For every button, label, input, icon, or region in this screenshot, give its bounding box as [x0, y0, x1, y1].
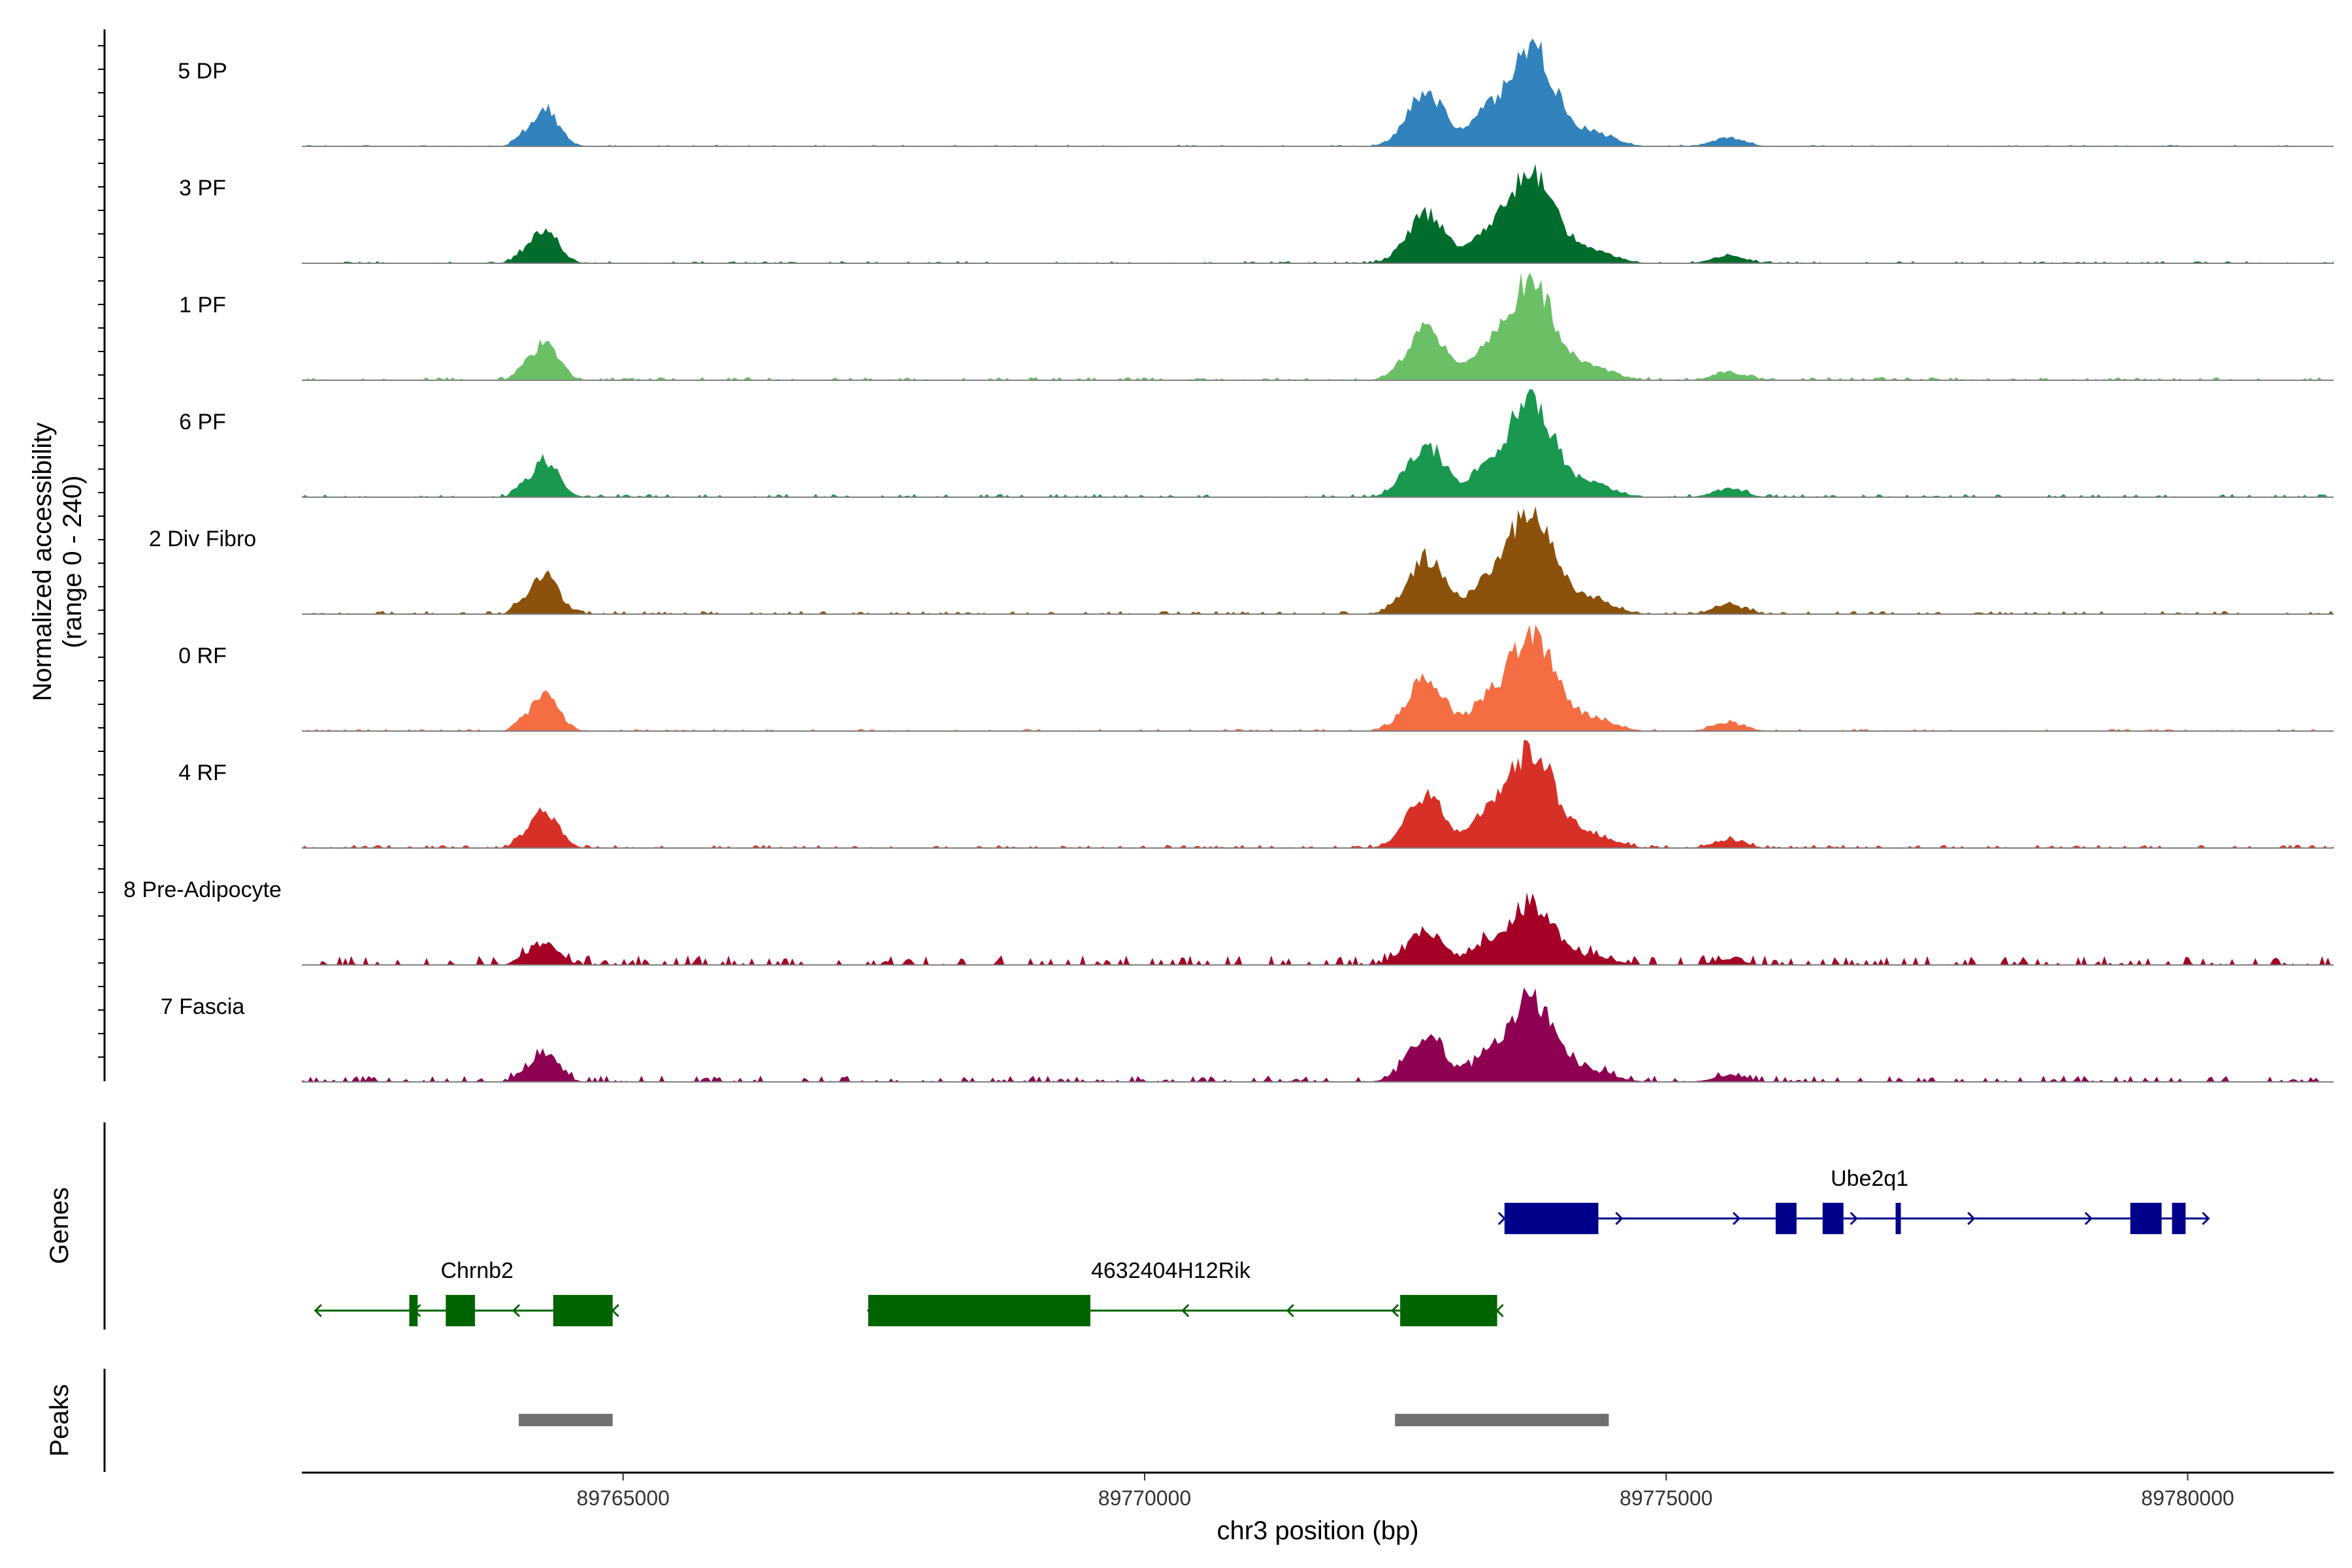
gene-exon	[868, 1295, 1090, 1326]
coverage-area	[302, 506, 2334, 614]
gene-4632404H12Rik: 4632404H12Rik	[866, 1258, 1504, 1326]
track-label: 2 Div Fibro	[149, 527, 256, 551]
gene-exon	[1775, 1203, 1797, 1234]
strand-arrow	[314, 1303, 322, 1318]
strand-arrow	[611, 1303, 619, 1318]
gene-exon	[2172, 1203, 2186, 1234]
gene-exon	[1400, 1295, 1497, 1326]
strand-arrow	[2202, 1211, 2210, 1226]
gene-exon	[1504, 1203, 1599, 1234]
gene-exon	[553, 1295, 613, 1326]
strand-arrow	[1497, 1211, 1506, 1226]
track-label: 3 PF	[179, 176, 226, 201]
x-axis-tick-label: 89770000	[1098, 1486, 1191, 1510]
track-label: 7 Fascia	[161, 994, 245, 1019]
gene-label: Chrnb2	[440, 1258, 514, 1283]
y-axis-left: Normalized accessibility (range 0 - 240)	[28, 29, 106, 1081]
genes-label: Genes	[45, 1187, 74, 1264]
coverage-area	[302, 625, 2334, 731]
strand-arrow	[1286, 1303, 1294, 1318]
track-label: 4 RF	[178, 760, 227, 785]
coverage-area	[302, 39, 2334, 146]
peak-bar	[519, 1414, 613, 1426]
gene-exon	[2130, 1203, 2162, 1234]
coverage-area	[302, 272, 2334, 380]
gene-exon	[1822, 1203, 1844, 1234]
track-9: 7 Fascia	[161, 987, 2334, 1083]
y-axis-label: Normalized accessibility	[28, 423, 57, 702]
strand-arrow	[1615, 1211, 1624, 1226]
x-axis: 89765000 89770000 89775000 89780000 chr3 po…	[302, 1471, 2334, 1545]
coverage-area	[302, 389, 2334, 497]
track-3: 1 PF	[179, 272, 2334, 381]
track-8: 8 Pre-Adipocyte	[123, 877, 2334, 966]
x-axis-ticks: 89765000 89770000 89775000 89780000	[577, 1473, 2234, 1510]
track-7: 4 RF	[178, 740, 2334, 849]
track-5: 2 Div Fibro	[149, 506, 2334, 615]
coverage-tracks: 5 DP 3 PF 1 PF 6 PF 2 Div Fibro 0 RF 4 RF 8 Pre…	[123, 39, 2334, 1083]
strand-arrow	[2084, 1211, 2093, 1226]
coverage-area	[302, 163, 2334, 263]
track-label: 0 RF	[178, 644, 227, 668]
strand-arrow	[1181, 1303, 1190, 1318]
track-1: 5 DP	[178, 39, 2334, 147]
x-axis-tick-label: 89775000	[1620, 1486, 1712, 1510]
gene-models: Ube2q1 Chrnb2 4632404H12Rik	[314, 1166, 2210, 1326]
peaks-panel: Peaks	[45, 1369, 1609, 1472]
strand-arrow	[1967, 1211, 1976, 1226]
coverage-area	[302, 892, 2334, 965]
strand-arrow	[1732, 1211, 1741, 1226]
track-2: 3 PF	[179, 163, 2334, 264]
track-label: 8 Pre-Adipocyte	[123, 877, 282, 902]
peaks-label: Peaks	[45, 1384, 74, 1456]
x-axis-label: chr3 position (bp)	[1217, 1516, 1418, 1545]
gene-exon	[1895, 1203, 1901, 1234]
track-label: 5 DP	[178, 59, 227, 84]
gene-label: 4632404H12Rik	[1091, 1258, 1251, 1283]
strand-arrow	[1850, 1211, 1858, 1226]
peak-bar	[1395, 1414, 1609, 1426]
track-label: 1 PF	[179, 293, 226, 318]
x-axis-tick-label: 89780000	[2141, 1486, 2234, 1510]
genes-panel: Genes Ube2q1 Chrnb2 4632404H12Rik	[45, 1122, 2210, 1330]
track-4: 6 PF	[179, 389, 2334, 498]
coverage-area	[302, 740, 2334, 848]
gene-label: Ube2q1	[1831, 1166, 1908, 1191]
gene-exon	[446, 1295, 476, 1326]
strand-arrow	[1495, 1303, 1504, 1318]
x-axis-tick-label: 89765000	[577, 1486, 670, 1510]
gene-Ube2q1: Ube2q1	[1497, 1166, 2210, 1234]
y-axis-sublabel: (range 0 - 240)	[58, 476, 87, 649]
gene-Chrnb2: Chrnb2	[314, 1258, 619, 1326]
coverage-area	[302, 987, 2334, 1082]
track-label: 6 PF	[179, 410, 226, 434]
peak-regions	[519, 1414, 1609, 1426]
strand-arrow	[1391, 1303, 1399, 1318]
y-axis-ticks	[98, 45, 105, 1058]
gene-exon	[409, 1295, 418, 1326]
strand-arrow	[512, 1303, 521, 1318]
track-6: 0 RF	[178, 625, 2334, 732]
